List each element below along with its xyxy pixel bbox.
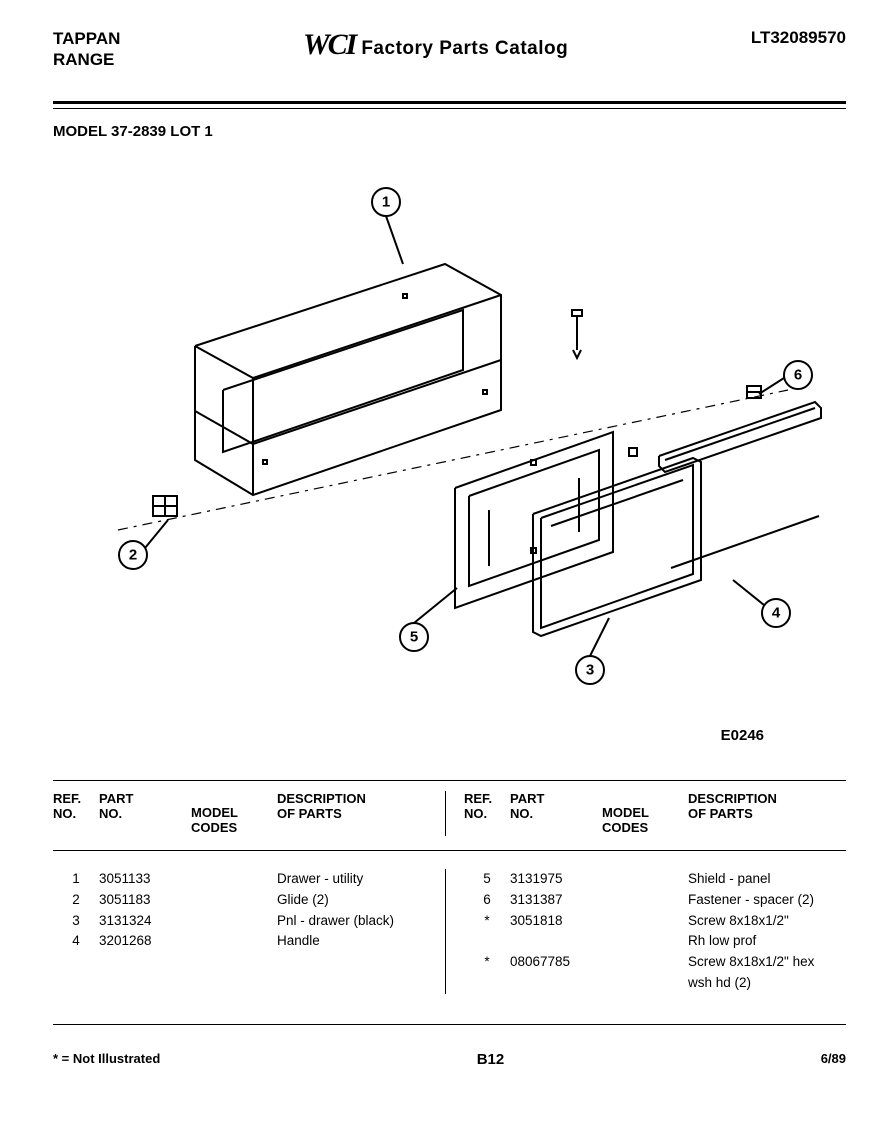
rule-heavy	[53, 101, 846, 104]
td-part: 3201268	[99, 931, 191, 952]
td-ref: 2	[53, 890, 99, 911]
exploded-diagram: 125346 E0246	[53, 160, 846, 740]
header-doc-number: LT32089570	[751, 28, 846, 48]
product-name: RANGE	[53, 49, 120, 70]
callout-number: 5	[410, 628, 418, 645]
td-model	[191, 925, 277, 932]
parts-table: REF.NO. PARTNO. MODELCODES DESCRIPTIONOF…	[53, 780, 846, 1026]
td-ref	[464, 973, 510, 994]
callout-number: 6	[794, 366, 802, 383]
td-part: 3131387	[510, 890, 602, 911]
th-desc: DESCRIPTIONOF PARTS	[277, 791, 435, 836]
td-desc: Drawer - utility	[277, 869, 435, 890]
footer-page: B12	[477, 1051, 505, 1068]
table-row: wsh hd (2)	[464, 973, 846, 994]
td-desc: Pnl - drawer (black)	[277, 911, 435, 932]
td-ref: 1	[53, 869, 99, 890]
part-glide	[153, 496, 177, 516]
table-row: 43201268 Handle	[53, 931, 435, 952]
diagram-svg: 1 2 5 3 4 6	[53, 160, 846, 740]
td-part	[510, 931, 602, 952]
callout-leader	[386, 216, 403, 264]
td-model	[602, 945, 688, 952]
td-part: 3051818	[510, 911, 602, 932]
td-model	[602, 883, 688, 890]
td-model	[191, 904, 277, 911]
th-part: PARTNO.	[510, 791, 602, 836]
callout-leader	[733, 580, 764, 605]
callout-number: 1	[382, 193, 390, 210]
wci-logo: WCI	[303, 28, 355, 61]
callout-number: 4	[772, 604, 781, 621]
rule-light	[53, 108, 846, 109]
td-desc: Shield - panel	[688, 869, 846, 890]
page-footer: * = Not Illustrated B12 6/89	[53, 1051, 846, 1068]
part-drawer-panel	[533, 458, 701, 636]
td-model	[191, 945, 277, 952]
callout-number: 3	[586, 661, 594, 678]
td-desc: Glide (2)	[277, 890, 435, 911]
td-model	[602, 966, 688, 973]
parts-table-body: 13051133 Drawer - utility 23051183 Glide (2…	[53, 851, 846, 1026]
td-ref: 3	[53, 911, 99, 932]
table-row: 53131975 Shield - panel	[464, 869, 846, 890]
table-row: 13051133 Drawer - utility	[53, 869, 435, 890]
td-part: 3051183	[99, 890, 191, 911]
table-row: *3051818 Screw 8x18x1/2"	[464, 911, 846, 932]
callout-number: 2	[129, 546, 137, 563]
header-brand-block: TAPPAN RANGE	[53, 28, 120, 71]
td-model	[602, 925, 688, 932]
td-part: 3131324	[99, 911, 191, 932]
catalog-title-text: Factory Parts Catalog	[361, 38, 568, 59]
table-row: Rh low prof	[464, 931, 846, 952]
part-shield-panel	[455, 432, 637, 608]
part-handle	[659, 402, 821, 568]
td-desc: Rh low prof	[688, 931, 846, 952]
td-ref: 5	[464, 869, 510, 890]
td-model	[602, 987, 688, 994]
model-line: MODEL 37-2839 LOT 1	[53, 123, 846, 140]
table-row: 23051183 Glide (2)	[53, 890, 435, 911]
th-ref: REF.NO.	[464, 791, 510, 836]
td-part	[510, 973, 602, 994]
td-model	[191, 883, 277, 890]
td-desc: wsh hd (2)	[688, 973, 846, 994]
part-drawer-body	[195, 264, 501, 495]
th-model: MODELCODES	[602, 805, 688, 836]
th-part: PARTNO.	[99, 791, 191, 836]
td-ref	[464, 931, 510, 952]
td-part: 3051133	[99, 869, 191, 890]
footer-date: 6/89	[821, 1051, 846, 1068]
td-desc: Screw 8x18x1/2"	[688, 911, 846, 932]
td-ref: *	[464, 911, 510, 932]
td-desc: Handle	[277, 931, 435, 952]
td-ref: 4	[53, 931, 99, 952]
td-part: 3131975	[510, 869, 602, 890]
part-screw-top	[572, 310, 582, 358]
page-header: TAPPAN RANGE WCI Factory Parts Catalog LT…	[53, 28, 846, 71]
footer-note: * = Not Illustrated	[53, 1051, 160, 1068]
parts-table-header: REF.NO. PARTNO. MODELCODES DESCRIPTIONOF…	[53, 780, 846, 851]
callout-leader	[590, 618, 609, 656]
table-row: *08067785 Screw 8x18x1/2" hex	[464, 952, 846, 973]
td-ref: 6	[464, 890, 510, 911]
td-desc: Fastener - spacer (2)	[688, 890, 846, 911]
header-catalog-title: WCI Factory Parts Catalog	[303, 28, 568, 62]
td-desc: Screw 8x18x1/2" hex	[688, 952, 846, 973]
callout-leader	[414, 588, 457, 623]
td-part: 08067785	[510, 952, 602, 973]
diagram-code: E0246	[721, 727, 764, 744]
td-model	[602, 904, 688, 911]
td-ref: *	[464, 952, 510, 973]
th-model: MODELCODES	[191, 805, 277, 836]
table-row: 33131324 Pnl - drawer (black)	[53, 911, 435, 932]
brand-name: TAPPAN	[53, 28, 120, 49]
th-ref: REF.NO.	[53, 791, 99, 836]
th-desc: DESCRIPTIONOF PARTS	[688, 791, 846, 836]
table-row: 63131387 Fastener - spacer (2)	[464, 890, 846, 911]
